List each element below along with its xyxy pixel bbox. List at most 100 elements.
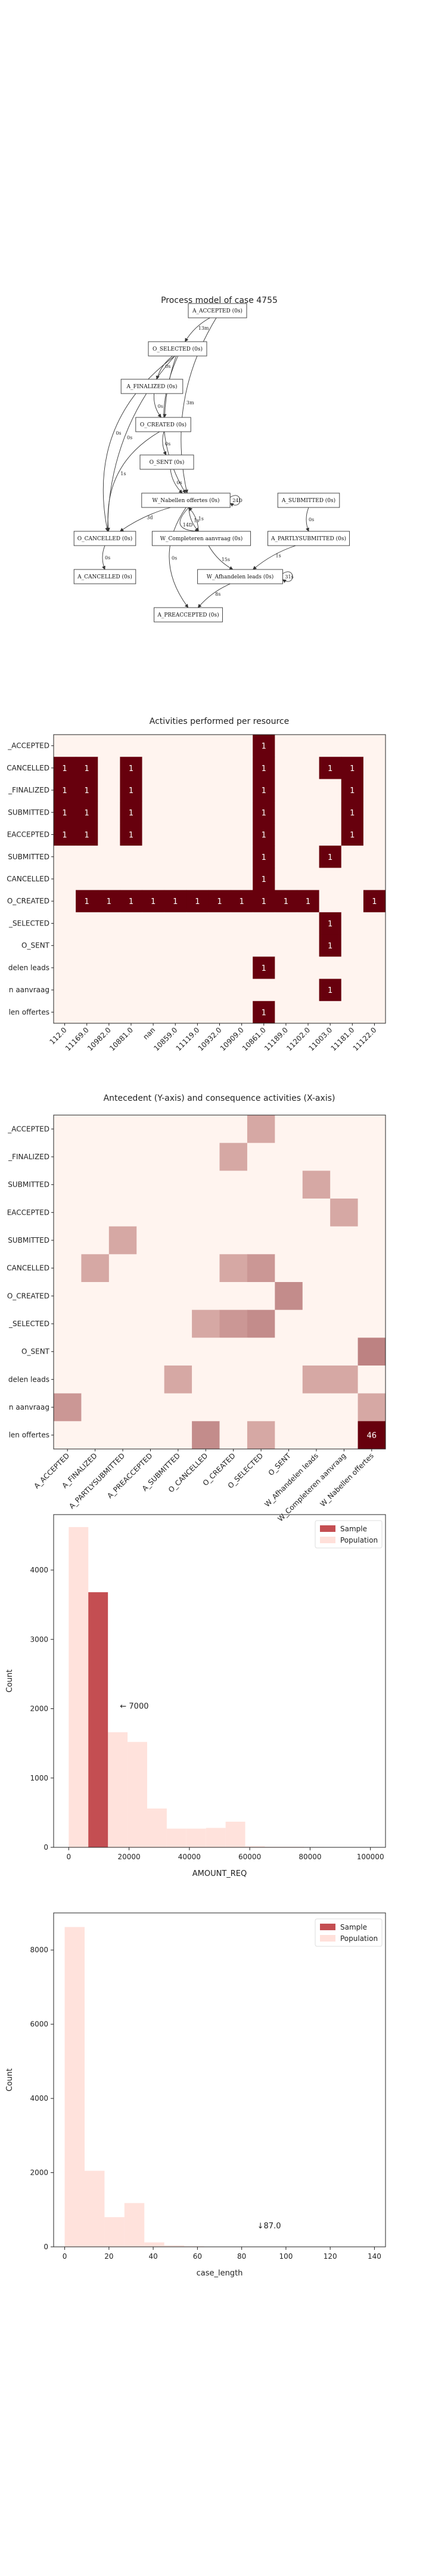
heatmap-cell-label: 1	[262, 831, 266, 840]
heatmap-cell	[81, 1393, 110, 1422]
heatmap-cell	[231, 1001, 253, 1024]
y-tick-label: 1000	[30, 1774, 48, 1782]
edge-w_completeren-w_nabellen	[188, 507, 199, 532]
heatmap-cell	[98, 956, 120, 980]
heatmap-cell	[186, 801, 209, 824]
heatmap-cell	[231, 846, 253, 868]
heatmap-cell	[363, 868, 386, 891]
column-label: O_SENT	[267, 1451, 293, 1478]
node-a_submitted: A_SUBMITTED (0s)	[277, 493, 340, 508]
heatmap-cell	[275, 1393, 303, 1422]
heatmap-cell	[219, 1254, 248, 1283]
heatmap-cell-label: 1	[85, 764, 89, 773]
heatmap-cell	[219, 1171, 248, 1199]
heatmap-cell	[76, 1001, 98, 1024]
legend-label-sample: Sample	[340, 1525, 367, 1533]
heatmap-cell	[319, 735, 342, 757]
heatmap-cell	[54, 1226, 82, 1255]
heatmap-cell	[253, 912, 275, 935]
heatmap-cell	[120, 912, 143, 935]
node-label: O_SELECTED (0s)	[153, 346, 203, 352]
heatmap-cell	[164, 1143, 192, 1171]
heatmap-cell	[253, 890, 275, 913]
heatmap-cell	[192, 1366, 220, 1394]
heatmap-cell	[142, 823, 165, 846]
heatmap-cell-label: 1	[107, 897, 111, 906]
heatmap-cell	[208, 779, 231, 802]
heatmap-cell	[192, 1199, 220, 1227]
transition-heatmap-frame	[53, 1114, 386, 1450]
heatmap-cell	[253, 846, 275, 868]
x-tick-label: 40000	[178, 1853, 201, 1861]
heatmap-cell	[253, 979, 275, 1002]
node-label: W_Nabellen offertes (0s)	[152, 497, 219, 504]
heatmap-cell-label: 1	[328, 764, 332, 773]
row-label: len offertes	[9, 1008, 49, 1016]
heatmap-cell	[231, 956, 253, 980]
row-label: delen leads	[8, 1375, 49, 1383]
heatmap-cell	[275, 979, 297, 1002]
heatmap-cell-label: 1	[350, 831, 355, 840]
edge-label: 0s	[165, 441, 170, 447]
resource-heatmap-row-labels: _ACCEPTED CANCELLED _FINALIZED SUBMITTED EAC…	[7, 742, 54, 1016]
column-label: 10909.0	[219, 1026, 245, 1052]
heatmap-cell	[81, 1282, 110, 1311]
heatmap-cell-label: 1	[129, 831, 133, 840]
heatmap-cell	[247, 1143, 275, 1171]
heatmap-cell	[186, 846, 209, 868]
heatmap-cell	[54, 912, 76, 935]
heatmap-cell	[253, 956, 275, 980]
row-label: O_CREATED	[7, 897, 49, 905]
heatmap-cell	[275, 1115, 303, 1144]
row-label: SUBMITTED	[8, 853, 49, 861]
edge-label: 14D	[183, 522, 193, 528]
heatmap-cell	[341, 735, 364, 757]
y-axis-label: Count	[5, 2069, 14, 2092]
heatmap-cell	[363, 956, 386, 980]
row-label: _ACCEPTED	[7, 742, 49, 750]
heatmap-cell	[142, 735, 165, 757]
heatmap-cell	[186, 934, 209, 957]
amount-req-legend: Sample Population	[315, 1520, 383, 1549]
heatmap-cell	[81, 1366, 110, 1394]
heatmap-cell	[164, 890, 187, 913]
column-label: 10982.0	[86, 1026, 113, 1052]
column-label: 10859.0	[152, 1026, 179, 1052]
heatmap-cell-label: 1	[62, 831, 67, 840]
edge-label: 3d	[147, 515, 153, 520]
heatmap-cell	[192, 1254, 220, 1283]
heatmap-cell	[358, 1143, 386, 1171]
column-label: 112.0	[48, 1026, 68, 1046]
node-box	[148, 341, 207, 357]
heatmap-cell	[108, 1282, 137, 1311]
heatmap-cell	[275, 934, 297, 957]
heatmap-cell-label: 1	[262, 764, 266, 773]
heatmap-cell	[358, 1226, 386, 1255]
heatmap-cell	[358, 1199, 386, 1227]
y-axis-label: Count	[5, 1670, 14, 1693]
heatmap-cell	[275, 868, 297, 891]
heatmap-cell	[98, 757, 120, 779]
heatmap-cell	[108, 1226, 137, 1255]
row-label: delen leads	[8, 964, 49, 972]
heatmap-cell	[363, 735, 386, 757]
row-label: n aanvraag	[9, 986, 49, 994]
legend-swatch-population	[320, 1935, 335, 1942]
y-tick-label: 4000	[30, 1566, 48, 1574]
heatmap-cell	[81, 1226, 110, 1255]
heatmap-cell	[231, 934, 253, 957]
heatmap-cell	[186, 979, 209, 1002]
transition-heatmap-cells: 46	[54, 1115, 386, 1450]
x-tick-label: 20	[104, 2252, 113, 2261]
edge-label: 0s	[176, 480, 182, 485]
heatmap-cell	[164, 934, 187, 957]
heatmap-cell-label: 1	[328, 853, 332, 862]
legend-swatch-sample	[320, 1924, 335, 1930]
case-length-histogram: 0 20 40 60 80 100 120 140 0 2000 4000 6000 8000 case_…	[5, 1912, 386, 2278]
heatmap-cell	[302, 1421, 331, 1450]
heatmap-cell	[164, 846, 187, 868]
heatmap-cell	[253, 823, 275, 846]
node-label: A_CANCELLED (0s)	[77, 574, 132, 580]
heatmap-cell	[297, 801, 320, 824]
heatmap-cell	[120, 1001, 143, 1024]
